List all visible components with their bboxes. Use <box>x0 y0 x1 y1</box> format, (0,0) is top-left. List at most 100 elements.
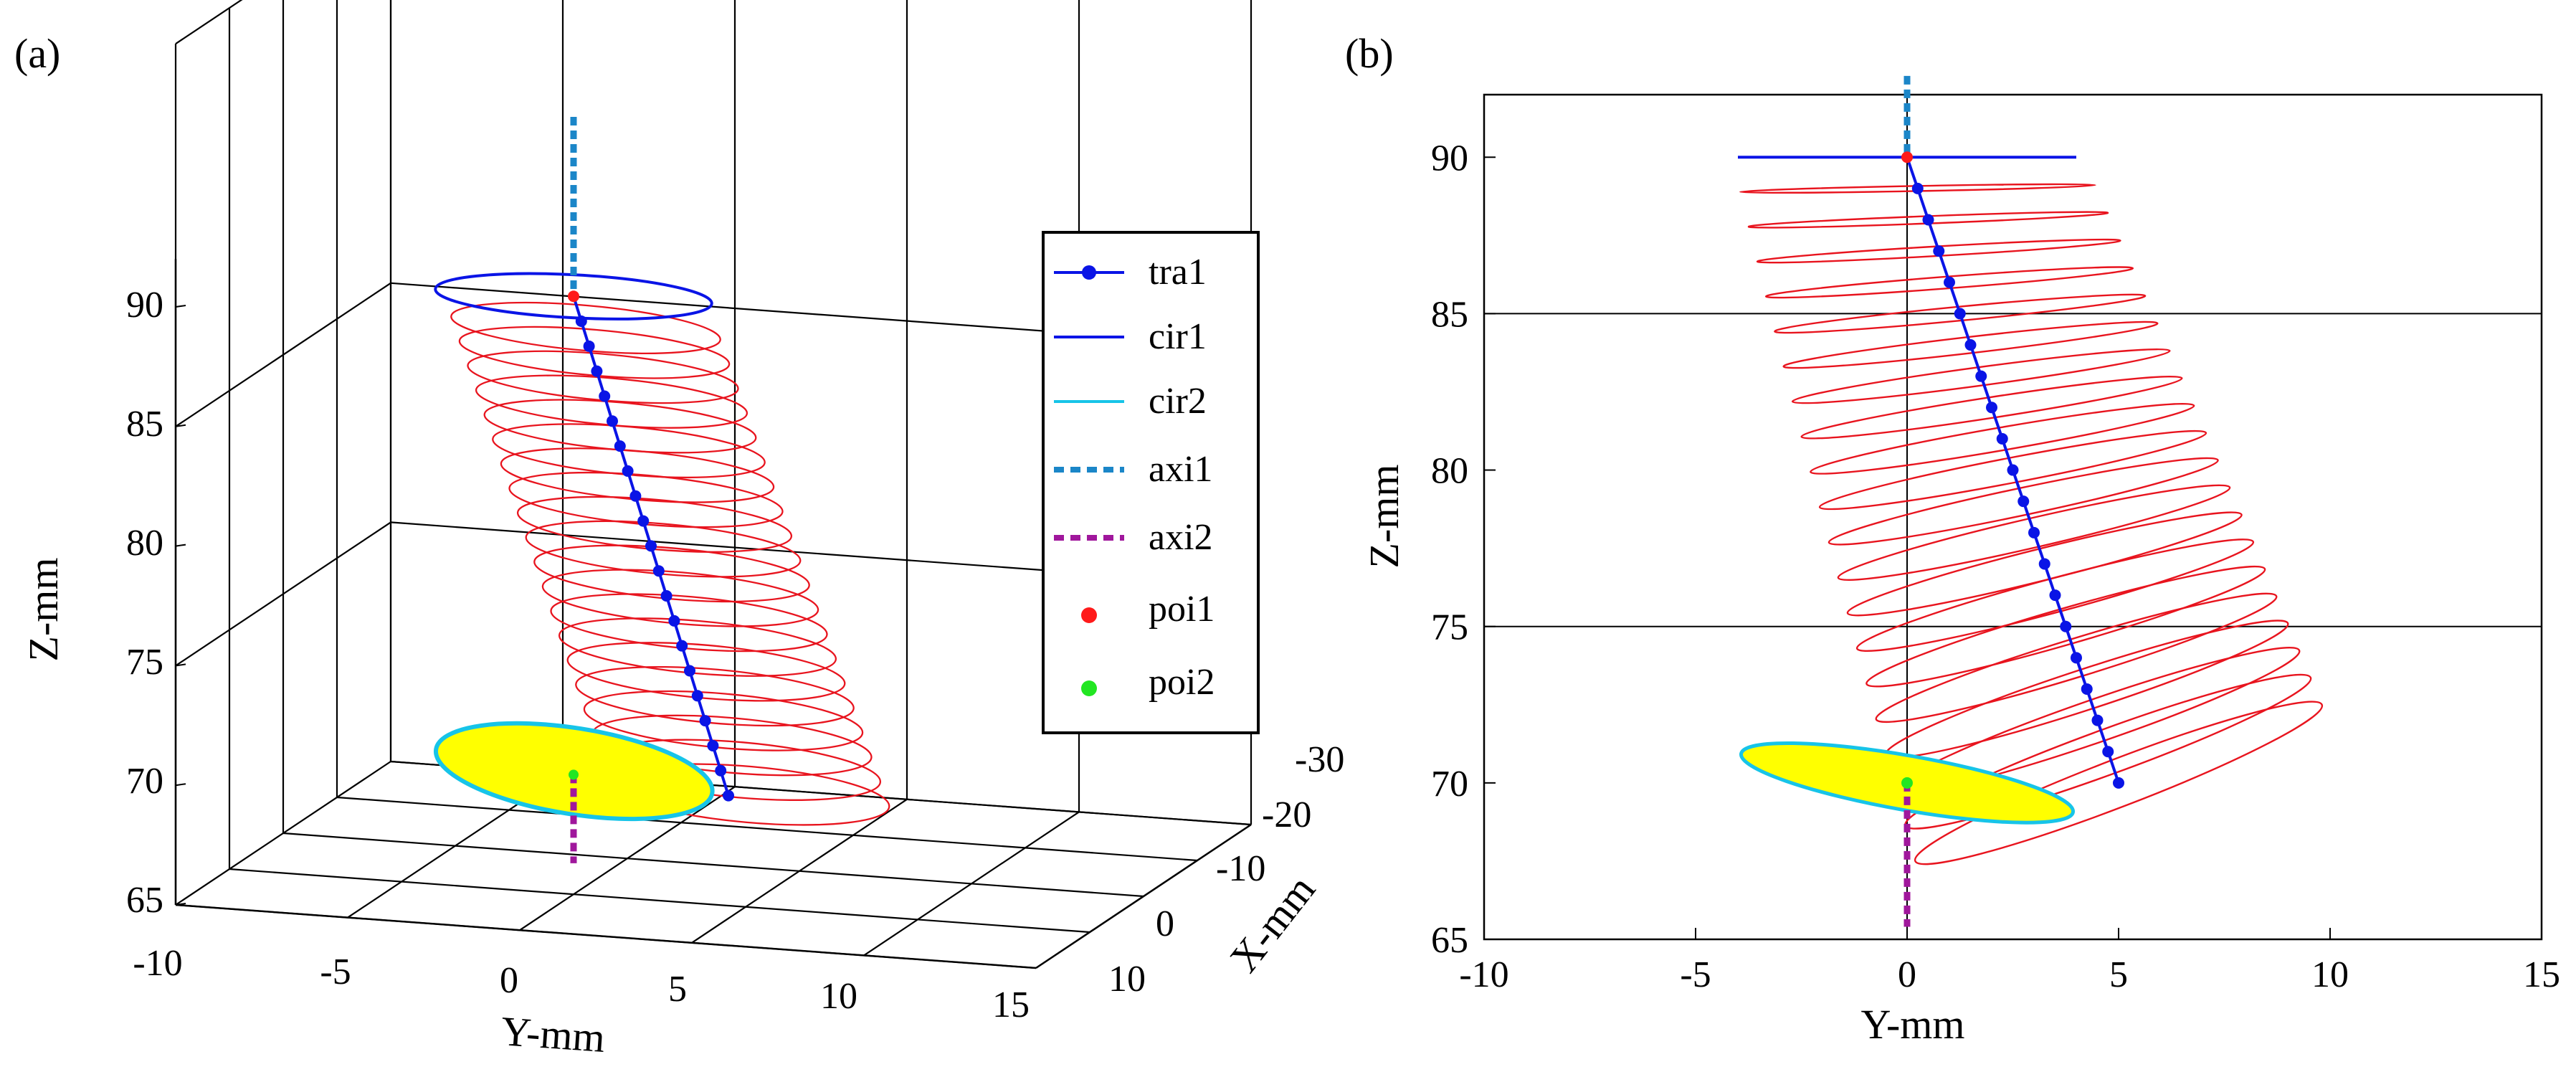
z-tick-mark <box>175 424 186 427</box>
trajectory-tra1-point <box>691 690 703 702</box>
panel-a-y-tick: 0 <box>500 960 518 1001</box>
trajectory-tra1-point <box>2060 620 2072 632</box>
trajectory-tra1-point <box>575 315 587 328</box>
panel-a-y-tick: -10 <box>133 943 182 984</box>
panel-a-y-tick-labels: -10 -5 0 5 10 15 <box>133 943 1030 1025</box>
left-wall-gridline <box>175 521 391 667</box>
panel-a-z-tick: 90 <box>126 285 163 326</box>
trajectory-tra1-point <box>645 540 657 552</box>
red-circle <box>1837 484 2231 582</box>
trajectory-tra1-point <box>614 440 626 452</box>
trajectory-tra1-point <box>723 789 734 802</box>
panel-a-x-tick: -20 <box>1262 794 1311 835</box>
trajectory-tra1-point <box>1911 182 1924 194</box>
red-circle <box>1818 430 2207 511</box>
red-circle <box>558 617 837 677</box>
trajectory-tra1-point <box>715 764 727 777</box>
panel-a-y-tick: 10 <box>820 976 857 1017</box>
panel-a-z-tick: 65 <box>126 880 163 921</box>
y-tick-label: 85 <box>1431 294 1468 335</box>
x-axis <box>1035 823 1252 969</box>
trajectory-tra1-point <box>1964 339 1977 351</box>
panel-a-x-tick: 0 <box>1156 903 1174 944</box>
panel-a-y-tick: -5 <box>320 952 351 992</box>
x-tick-label: -5 <box>1680 954 1711 995</box>
trajectory-tra1-point <box>637 515 650 527</box>
legend-label-cir1: cir1 <box>1149 316 1207 357</box>
panel-a-z-tick-labels: 65 70 75 80 85 90 <box>126 285 163 921</box>
y-tick-label: 90 <box>1431 138 1468 179</box>
legend-entry-poi2: poi2 <box>1081 662 1215 703</box>
red-circle <box>1828 457 2219 546</box>
trajectory-tra1-point <box>660 590 672 602</box>
legend-entry-poi1: poi1 <box>1081 589 1215 630</box>
panel-b-tick-labels: -10 -5 0 5 10 15 65 70 75 80 85 90 <box>1431 138 2560 995</box>
panel-b-x-axis-label: Y-mm <box>1861 1001 1965 1048</box>
point-poi1 <box>568 290 579 303</box>
trajectory-tra1-point <box>2028 526 2040 538</box>
trajectory-tra1-point <box>684 665 695 677</box>
legend-entry-cir1: cir1 <box>1054 316 1207 357</box>
trajectory-tra1-point <box>2091 714 2104 726</box>
trajectory-tra1-point <box>599 390 611 402</box>
x-tick-label: 5 <box>2109 954 2128 995</box>
trajectory-tra1-point <box>699 715 711 727</box>
trajectory-tra1-point <box>2007 464 2019 476</box>
panel-b-y-axis-label: Z-mm <box>1361 465 1407 569</box>
panel-a-label: (a) <box>14 30 60 77</box>
panel-a-legend: tra1 cir1 cir2 axi1 axi2 poi1 <box>1042 231 1260 734</box>
red-circle <box>1774 293 2147 334</box>
red-circle <box>450 301 721 354</box>
panel-b-2d-plot: (b) -10 -5 0 5 10 15 65 70 75 80 85 90 Y-mm Z-mm <box>1345 30 2560 1048</box>
legend-label-poi1: poi1 <box>1149 589 1215 630</box>
point-poi2 <box>1901 777 1913 789</box>
legend-label-axi1: axi1 <box>1149 449 1213 490</box>
legend-tra1-marker <box>1082 265 1096 280</box>
trajectory-tra1-point <box>2113 777 2124 789</box>
red-circle <box>1791 348 2171 404</box>
trajectory-tra1-point <box>2071 652 2082 664</box>
trajectory-tra1-point <box>2017 495 2030 508</box>
y-tick-label: 70 <box>1431 764 1468 805</box>
legend-label-poi2: poi2 <box>1149 662 1215 703</box>
panel-a-x-tick: -10 <box>1216 848 1265 889</box>
red-circle <box>1782 321 2159 369</box>
legend-entry-cir2: cir2 <box>1054 381 1207 422</box>
panel-a-z-axis-label: Z-mm <box>20 558 67 662</box>
panel-a-z-tick: 85 <box>126 404 163 445</box>
red-circle <box>1764 266 2134 299</box>
trajectory-tra1-point <box>2081 683 2093 695</box>
trajectory-tra1-point <box>652 565 665 577</box>
x-tick-label: 10 <box>2311 954 2349 995</box>
panel-a-y-axis-label: Y-mm <box>500 1007 607 1061</box>
plot-frame <box>1483 93 2543 941</box>
legend-box <box>1042 231 1260 734</box>
point-poi1 <box>1901 151 1913 163</box>
trajectory-tra1-point <box>2038 558 2050 570</box>
trajectory-tra1-point <box>583 340 595 352</box>
panel-a-y-tick: 15 <box>992 985 1030 1025</box>
panel-a-x-tick-labels: -30 -20 -10 0 10 <box>1108 739 1344 1000</box>
legend-poi2-marker <box>1081 680 1097 696</box>
trajectory-tra1-point <box>676 640 688 652</box>
panel-a-z-tick: 70 <box>126 761 163 802</box>
panel-a-z-tick: 80 <box>126 523 163 564</box>
legend-label-cir2: cir2 <box>1149 381 1207 422</box>
red-circle <box>1810 402 2195 475</box>
panel-a-x-tick: 10 <box>1108 959 1146 1000</box>
z-tick-mark <box>175 305 186 308</box>
y-axis <box>175 903 1037 969</box>
trajectory-tra1-point <box>622 465 634 477</box>
panel-a-features <box>433 117 734 863</box>
trajectory-tra1-point <box>2049 589 2061 602</box>
trajectory-tra1-point <box>1944 276 1955 288</box>
x-tick-label: -10 <box>1459 954 1508 995</box>
z-tick-mark <box>175 544 186 547</box>
point-poi2 <box>569 769 579 780</box>
y-tick-label: 80 <box>1431 451 1468 492</box>
panel-a-x-tick: -30 <box>1295 739 1344 780</box>
trajectory-tra1-point <box>668 615 680 627</box>
trajectory-tra1-point <box>607 415 618 427</box>
trajectory-tra1-point <box>1975 370 1987 382</box>
legend-entry-axi1: axi1 <box>1054 449 1213 490</box>
